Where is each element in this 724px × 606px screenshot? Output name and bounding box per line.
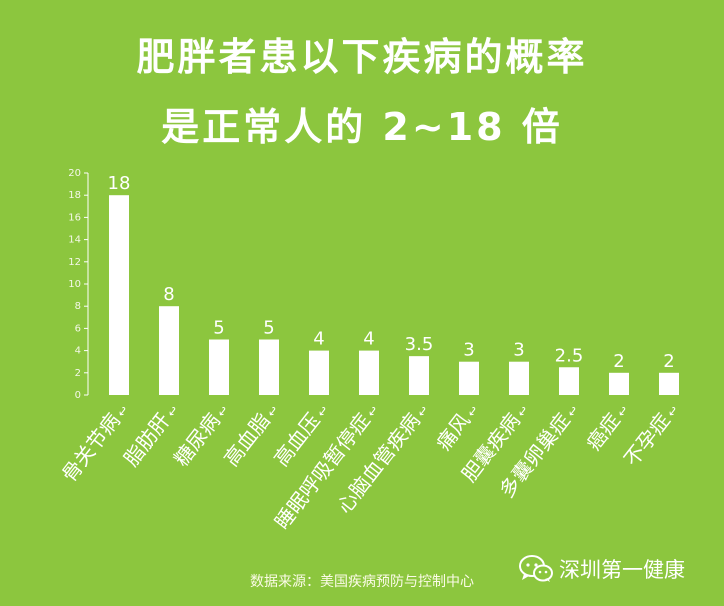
y-tick-label: 20 (68, 168, 81, 179)
category-name: 不孕症 (619, 409, 675, 471)
bar (109, 195, 129, 395)
bar-value-label: 3 (463, 340, 474, 361)
y-tick-label: 14 (68, 235, 81, 246)
category-name: 糖尿病 (169, 409, 225, 471)
y-tick-label: 4 (75, 346, 81, 357)
bar (259, 339, 279, 395)
data-labels: 18 8 5 5 4 4 3.5 3 3 2.5 2 2 (108, 173, 675, 372)
category-name: 高血脂 (219, 409, 275, 471)
y-axis: 0 2 4 6 8 10 12 14 16 18 20 (68, 168, 89, 401)
bar-value-label: 4 (313, 329, 324, 350)
y-tick-label: 2 (75, 368, 81, 379)
bar-value-label: 8 (163, 284, 174, 305)
bar (509, 361, 529, 395)
bar (559, 367, 579, 395)
chart-title-line1: 肥胖者患以下疾病的概率 (136, 35, 588, 79)
bar-value-label: 3 (513, 340, 524, 361)
y-tick-label: 18 (68, 190, 81, 201)
bar (209, 339, 229, 395)
y-tick-label: 6 (75, 323, 81, 334)
bar (359, 350, 379, 395)
category-labels: 骨关节病↩脂肪肝↩糖尿病↩高血脂↩高血压↩睡眠呼吸暂停症↩心脑血管疾病↩ 痛风↩胆… (57, 398, 683, 533)
wechat-icon (519, 555, 553, 582)
bar (609, 372, 629, 395)
category-name: 骨关节病 (57, 409, 125, 487)
bar (409, 356, 429, 395)
bar (659, 372, 679, 395)
category-label: 不孕症↩ (619, 398, 683, 470)
chart-title-line2: 是正常人的 2~18 倍 (161, 105, 563, 149)
bars (109, 195, 679, 395)
data-source-note: 数据来源：美国疾病预防与控制中心 (250, 574, 474, 590)
bar (459, 361, 479, 395)
bar-value-label: 2 (663, 351, 674, 372)
bar-value-label: 2.5 (555, 345, 584, 366)
bar (309, 350, 329, 395)
y-tick-label: 16 (68, 212, 81, 223)
y-tick-label: 10 (68, 279, 81, 290)
category-label: 骨关节病↩ (57, 398, 133, 486)
y-tick-label: 12 (68, 257, 81, 268)
brand-name: 深圳第一健康 (559, 558, 685, 582)
bar-value-label: 3.5 (405, 334, 434, 355)
bar-value-label: 4 (363, 329, 374, 350)
brand-watermark: 深圳第一健康 (519, 552, 685, 586)
bar (159, 306, 179, 395)
y-tick-label: 0 (75, 390, 81, 401)
bar-value-label: 2 (613, 351, 624, 372)
bar-value-label: 5 (263, 318, 274, 339)
bar-value-label: 18 (108, 173, 131, 194)
y-tick-label: 8 (75, 301, 81, 312)
bar-value-label: 5 (213, 318, 224, 339)
category-name: 脂肪肝 (119, 409, 175, 471)
